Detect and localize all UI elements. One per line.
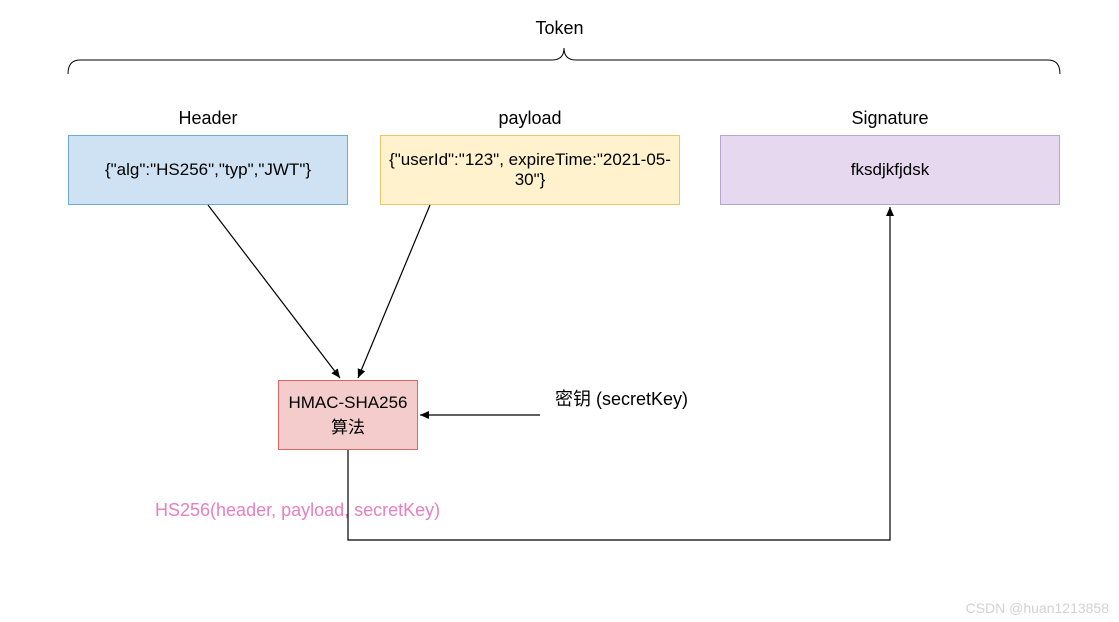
payload-column-label: payload <box>380 108 680 129</box>
hmac-box-text: HMAC-SHA256 算法 <box>287 393 409 438</box>
payload-box: {"userId":"123", expireTime:"2021-05-30"… <box>380 135 680 205</box>
hmac-box: HMAC-SHA256 算法 <box>278 380 418 450</box>
signature-box-text: fksdjkfjdsk <box>851 160 929 180</box>
diagram-title: Token <box>0 18 1119 39</box>
watermark: CSDN @huan1213858 <box>966 600 1109 616</box>
signature-column-label: Signature <box>720 108 1060 129</box>
payload-box-text: {"userId":"123", expireTime:"2021-05-30"… <box>389 150 671 190</box>
header-column-label: Header <box>68 108 348 129</box>
arrows-overlay <box>0 0 1119 622</box>
header-box: {"alg":"HS256","typ","JWT"} <box>68 135 348 205</box>
formula-text: HS256(header, payload, secretKey) <box>155 500 440 521</box>
header-box-text: {"alg":"HS256","typ","JWT"} <box>105 160 311 180</box>
signature-box: fksdjkfjdsk <box>720 135 1060 205</box>
secret-key-label: 密钥 (secretKey) <box>555 385 688 411</box>
